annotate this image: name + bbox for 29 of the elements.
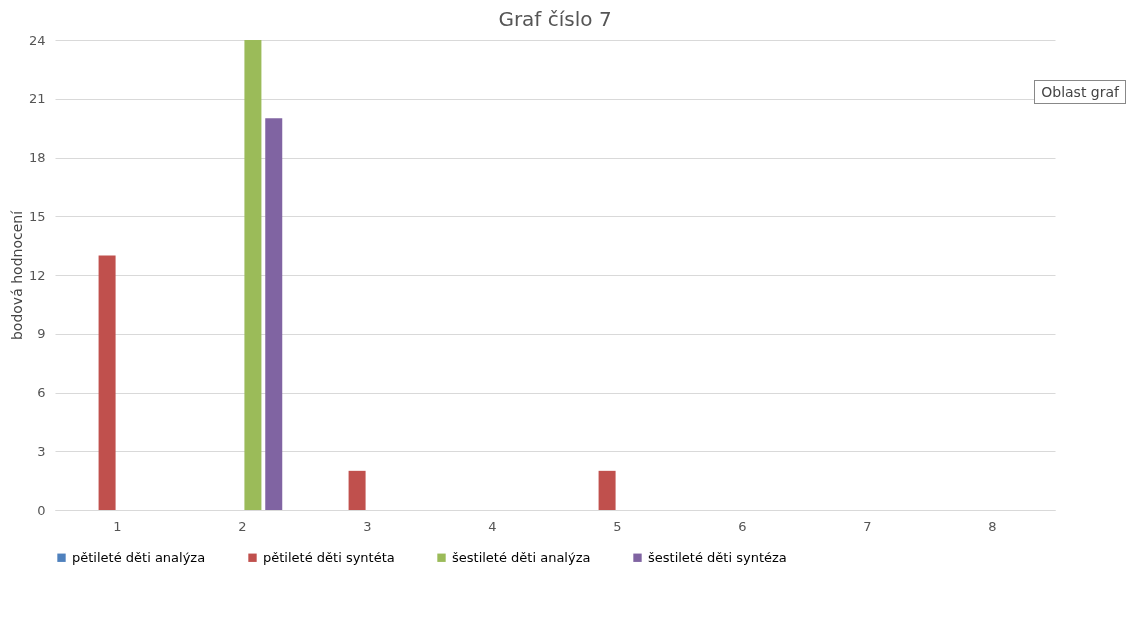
x-tick-label: 4 bbox=[488, 518, 497, 534]
x-tick-label: 7 bbox=[863, 518, 872, 534]
bar bbox=[98, 255, 116, 510]
annotation: Oblast graf bbox=[1034, 80, 1126, 104]
y-axis-title: bodová hodnocení bbox=[8, 209, 25, 341]
x-tick-label: 1 bbox=[113, 518, 122, 534]
bar bbox=[598, 470, 616, 510]
y-tick-label: 9 bbox=[37, 326, 46, 342]
legend-label: pětileté děti syntéta bbox=[263, 549, 395, 565]
y-tick-label: 24 bbox=[28, 32, 46, 48]
y-tick-label: 15 bbox=[28, 208, 46, 224]
x-tick-label: 6 bbox=[738, 518, 747, 534]
y-tick-label: 18 bbox=[28, 150, 46, 165]
x-tick-label: 2 bbox=[238, 518, 247, 534]
legend-label: šestileté děti syntéza bbox=[648, 549, 787, 565]
bar bbox=[244, 40, 262, 510]
legend-label: šestileté děti analýza bbox=[452, 549, 591, 565]
bar bbox=[265, 118, 283, 510]
y-tick-label: 6 bbox=[37, 385, 46, 400]
y-tick-label: 3 bbox=[37, 443, 46, 459]
x-tick-label: 3 bbox=[363, 518, 372, 534]
chart-title: Graf číslo 7 bbox=[498, 7, 612, 31]
legend-label: pětileté děti analýza bbox=[72, 549, 206, 565]
y-tick-label: 21 bbox=[28, 91, 46, 107]
y-tick-label: 12 bbox=[28, 267, 46, 283]
x-tick-label: 8 bbox=[988, 518, 997, 534]
y-tick-label: 0 bbox=[37, 502, 46, 518]
x-tick-label: 5 bbox=[613, 518, 622, 534]
bar bbox=[348, 470, 366, 510]
